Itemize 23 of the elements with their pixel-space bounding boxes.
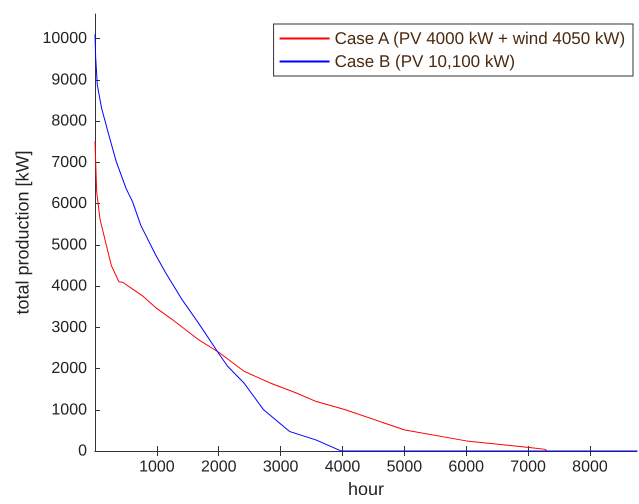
y-tick-label: 1000 bbox=[51, 401, 88, 418]
x-tick-label: 2000 bbox=[200, 458, 237, 476]
x-tick-label: 6000 bbox=[448, 458, 484, 476]
legend-label: Case A (PV 4000 kW + wind 4050 kW) bbox=[334, 29, 626, 48]
y-tick-label: 7000 bbox=[51, 154, 88, 171]
y-tick-label: 9000 bbox=[51, 71, 88, 88]
y-tick-label: 8000 bbox=[51, 112, 88, 130]
y-tick-label: 0 bbox=[78, 442, 88, 460]
x-tick-label: 7000 bbox=[510, 458, 546, 476]
y-tick-label: 4000 bbox=[51, 278, 88, 295]
y-axis-title: total production [kW] bbox=[12, 150, 33, 315]
x-tick-label: 4000 bbox=[324, 458, 360, 476]
y-tick-label: 3000 bbox=[51, 318, 88, 336]
y-tick-label: 5000 bbox=[51, 236, 88, 254]
y-tick-label: 2000 bbox=[51, 360, 88, 378]
legend-label: Case B (PV 10,100 kW) bbox=[334, 52, 516, 71]
x-tick-label: 8000 bbox=[572, 458, 608, 476]
x-axis-title: hour bbox=[348, 478, 384, 499]
y-tick-label: 10000 bbox=[42, 30, 88, 48]
x-tick-label: 3000 bbox=[262, 458, 299, 476]
y-tick-label: 6000 bbox=[51, 195, 88, 212]
x-tick-label: 1000 bbox=[139, 458, 175, 476]
x-tick-label: 5000 bbox=[386, 458, 422, 476]
